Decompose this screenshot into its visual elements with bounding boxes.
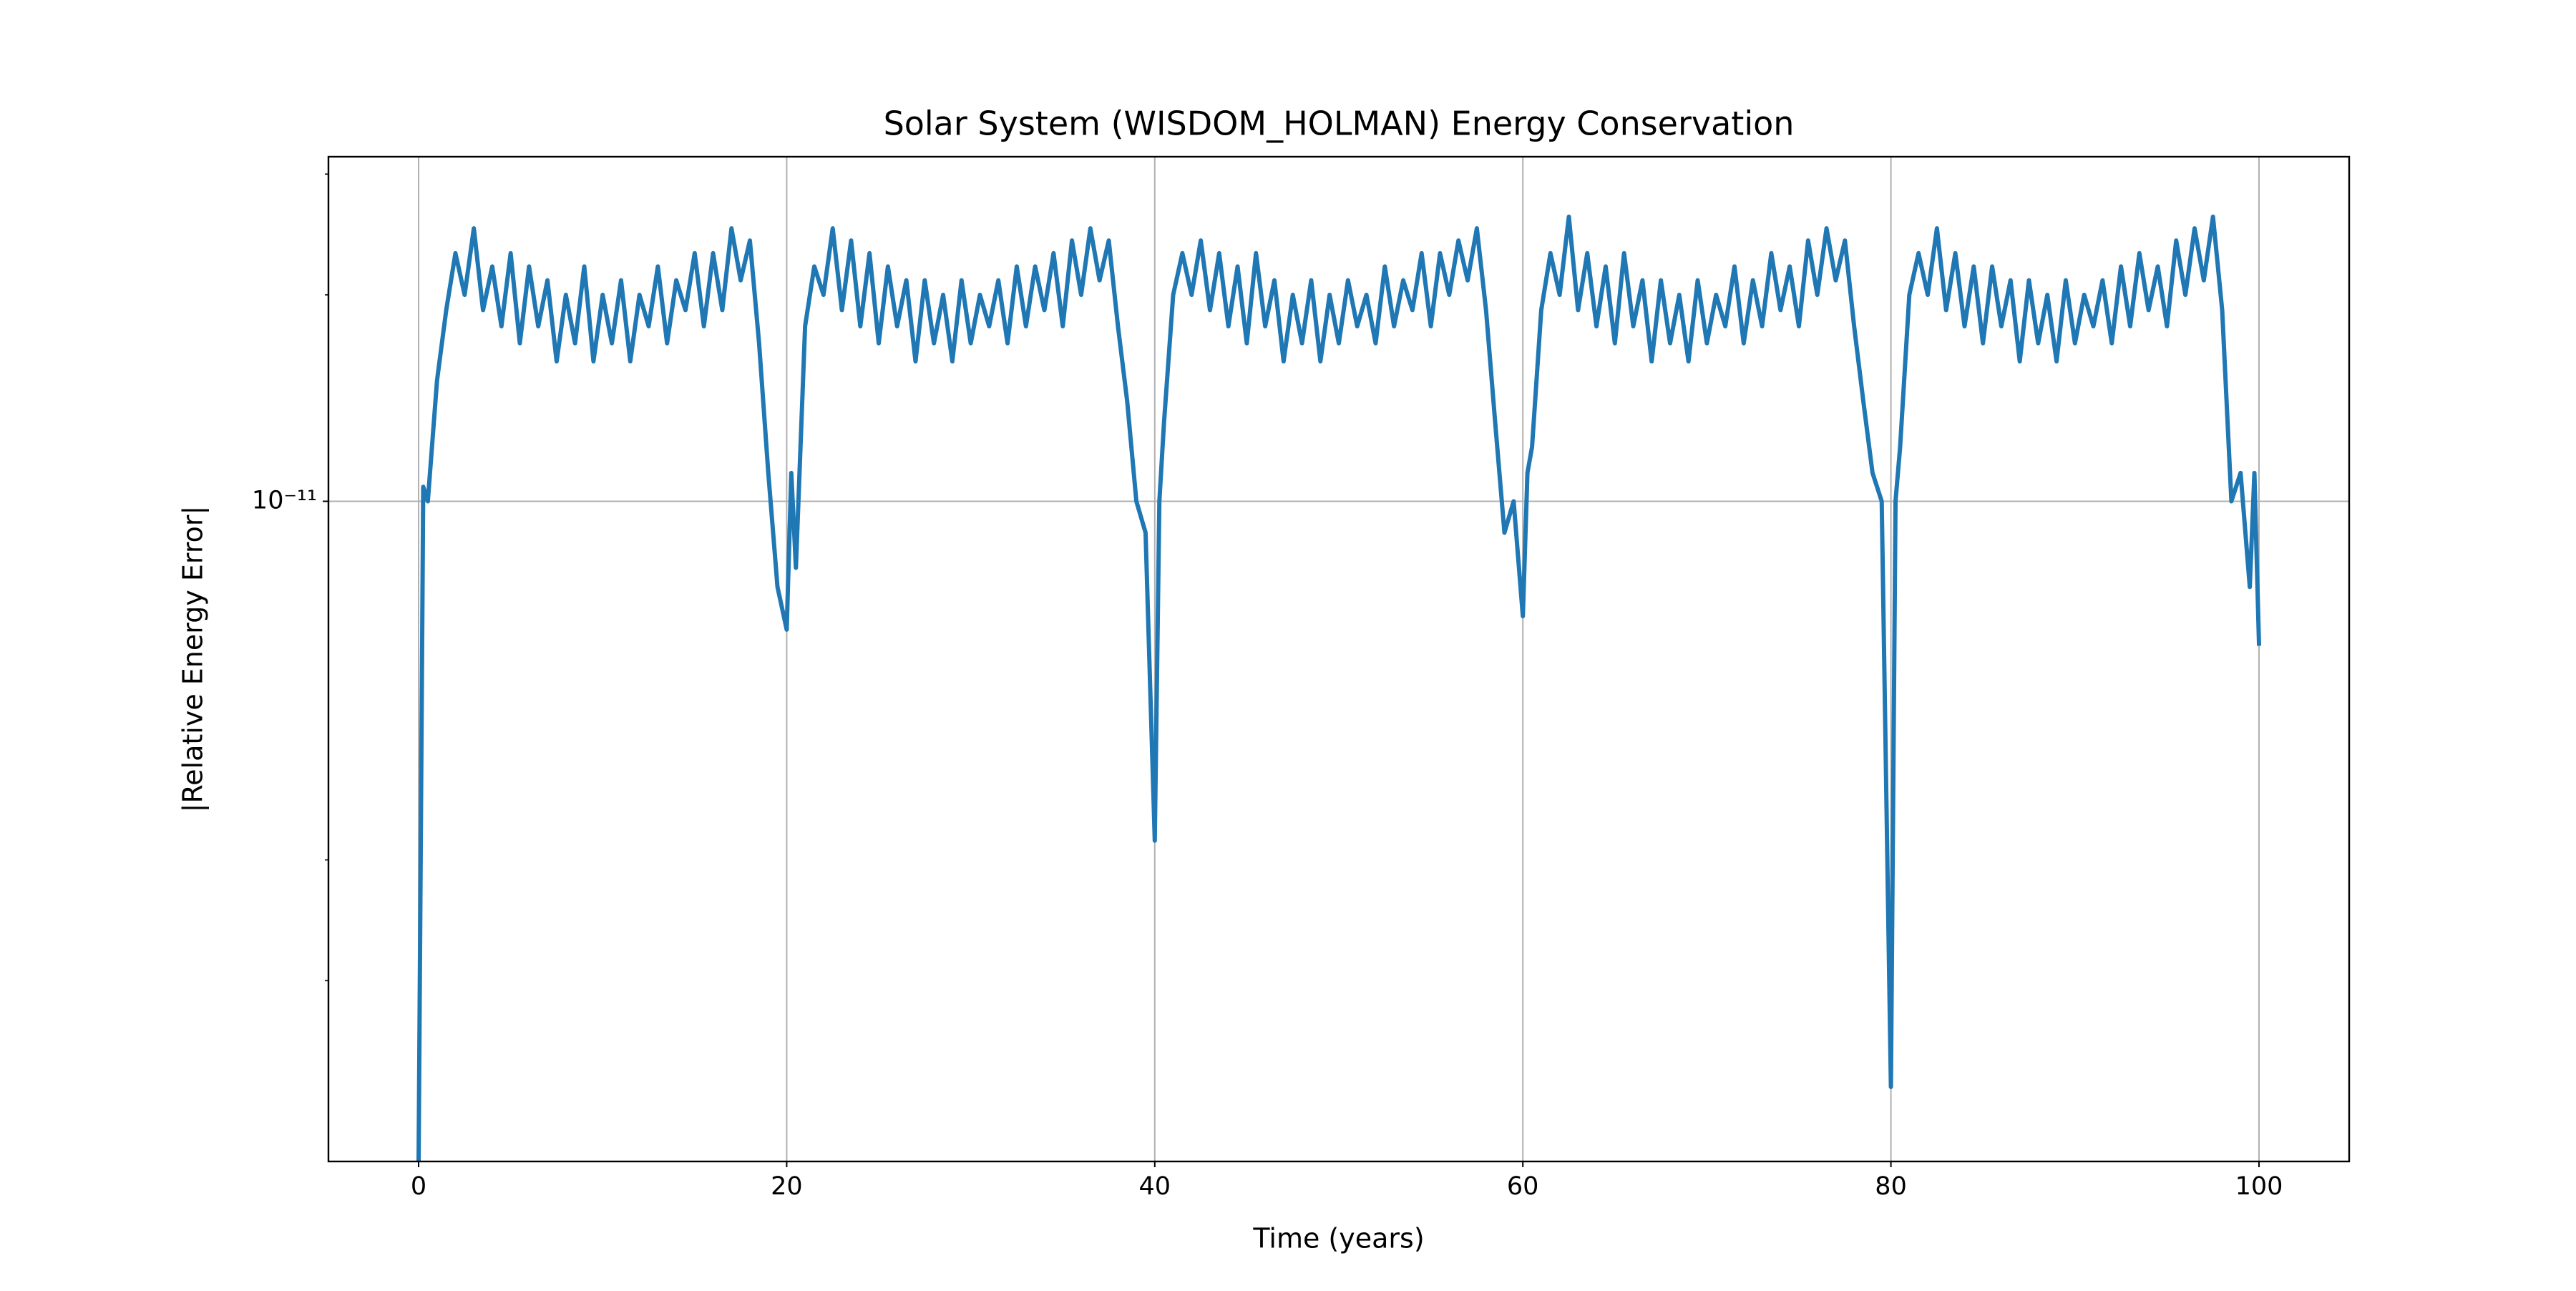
x-axis-label: Time (years) bbox=[1252, 1223, 1424, 1255]
chart-title: Solar System (WISDOM_HOLMAN) Energy Cons… bbox=[884, 104, 1795, 143]
plot-area bbox=[416, 214, 2262, 1161]
data-line bbox=[416, 214, 2262, 1161]
x-tick-label: 100 bbox=[2235, 1172, 2283, 1201]
x-tick-label: 80 bbox=[1875, 1172, 1907, 1201]
x-tick-label: 40 bbox=[1139, 1172, 1171, 1201]
y-axis-label: |Relative Energy Error| bbox=[177, 506, 210, 813]
x-tick-label: 0 bbox=[411, 1172, 426, 1201]
y-tick-label: 10⁻¹¹ bbox=[252, 487, 317, 515]
axes-frame bbox=[327, 155, 2351, 1163]
x-tick-label: 60 bbox=[1507, 1172, 1539, 1201]
grid bbox=[328, 157, 2349, 1161]
x-tick-label: 20 bbox=[771, 1172, 803, 1201]
